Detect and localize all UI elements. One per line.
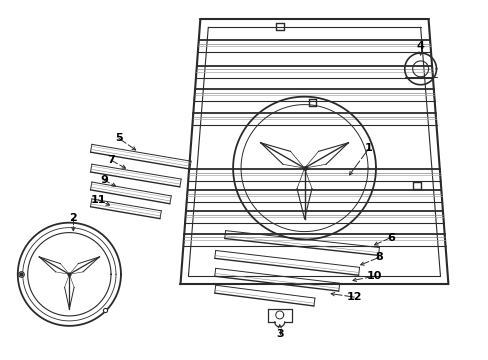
Text: 12: 12	[346, 292, 361, 302]
Text: 3: 3	[275, 329, 283, 339]
Text: 9: 9	[100, 175, 108, 185]
Text: 4: 4	[416, 41, 424, 51]
Text: 5: 5	[115, 133, 122, 143]
Text: 10: 10	[366, 271, 381, 281]
Text: 7: 7	[107, 155, 115, 165]
Text: 1: 1	[365, 143, 372, 153]
Text: 2: 2	[69, 213, 77, 223]
Text: 11: 11	[90, 195, 106, 205]
Text: 8: 8	[374, 252, 382, 262]
Text: 6: 6	[386, 233, 394, 243]
